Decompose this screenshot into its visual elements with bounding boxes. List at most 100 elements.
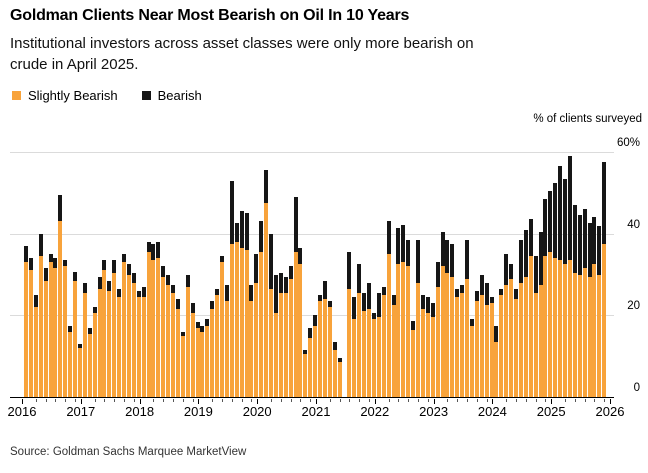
bar-slightly-bearish-2017-6 [107,290,112,397]
bar-slightly-bearish-2024-3 [504,284,509,397]
bar-slightly-bearish-2018-5 [161,276,166,397]
bar-bearish-2020-8 [293,196,298,252]
bar-bearish-2019-3 [210,301,215,310]
bar-bearish-2024-1 [494,325,499,342]
bar-bearish-2017-4 [97,276,102,289]
bar-slightly-bearish-2022-5 [396,264,401,397]
bar-slightly-bearish-2025-3 [563,264,567,397]
bar-slightly-bearish-2025-8 [587,276,592,397]
bar-slightly-bearish-2023-3 [445,272,450,397]
bar-slightly-bearish-2020-11 [308,337,313,397]
bar-bearish-2019-9 [239,211,244,248]
bar-bearish-2025-8 [587,223,592,277]
x-axis-minor-tick [241,398,243,402]
x-axis-minor-tick [231,398,233,402]
bar-slightly-bearish-2019-10 [244,250,249,397]
bar-slightly-bearish-2023-9 [474,301,479,397]
bar-bearish-2017-6 [107,280,112,291]
gridline-60 [10,152,614,153]
bar-bearish-2022-8 [411,321,416,330]
bar-slightly-bearish-2016-10 [68,331,73,397]
bar-slightly-bearish-2025-7 [582,268,587,397]
x-axis-minor-tick [447,398,449,402]
bar-bearish-2018-6 [166,274,171,285]
bar-slightly-bearish-2021-8 [352,319,357,397]
bar-slightly-bearish-2024-4 [509,278,514,397]
bar-slightly-bearish-2024-9 [533,292,538,397]
bar-slightly-bearish-2017-3 [92,313,97,397]
bar-slightly-bearish-2025-6 [577,274,582,397]
x-axis-year-tick-2021 [316,398,317,404]
bar-bearish-2021-3 [327,301,332,308]
bar-slightly-bearish-2022-8 [411,329,416,397]
bar-bearish-2021-8 [352,296,357,320]
bar-slightly-bearish-2019-6 [224,301,229,397]
bar-bearish-2016-3 [33,294,38,308]
bar-bearish-2025-9 [592,217,597,265]
x-axis-minor-tick [418,398,419,402]
bar-slightly-bearish-2017-8 [117,297,122,397]
bar-bearish-2021-1 [318,294,322,301]
x-axis-year-tick-2018 [139,398,141,404]
bar-bearish-2018-4 [156,241,161,259]
slightly-bearish-swatch-icon [12,91,21,100]
bar-bearish-2023-2 [440,231,445,267]
legend-item-slightly-bearish: Slightly Bearish [12,88,118,103]
bar-slightly-bearish-2023-11 [484,305,489,397]
chart-title: Goldman Clients Near Most Bearish on Oil… [10,7,410,24]
bar-slightly-bearish-2022-4 [391,305,396,397]
bar-bearish-2025-5 [572,205,577,273]
bar-bearish-2020-3 [269,233,273,289]
y-axis-unit-label: % of clients surveyed [533,113,642,125]
x-axis-year-label-2021: 2021 [301,404,331,419]
bar-slightly-bearish-2023-12 [489,303,494,397]
bar-slightly-bearish-2025-4 [567,260,572,397]
x-axis-minor-tick [280,398,282,402]
bar-slightly-bearish-2024-7 [523,276,528,397]
x-axis-minor-tick [604,398,606,402]
bar-slightly-bearish-2017-9 [122,262,126,397]
x-axis-minor-tick [516,398,517,402]
x-axis-minor-tick [398,398,400,402]
bar-bearish-2018-10 [185,274,190,287]
bar-bearish-2020-1 [259,221,264,252]
bar-bearish-2018-7 [171,284,175,293]
bar-bearish-2025-3 [563,178,567,265]
bar-slightly-bearish-2023-6 [460,292,465,397]
x-axis-year-label-2018: 2018 [125,404,155,419]
bar-bearish-2020-9 [298,248,303,265]
bar-slightly-bearish-2019-11 [249,301,254,397]
x-axis-year-tick-2017 [80,398,82,404]
bar-slightly-bearish-2016-3 [33,307,38,397]
bar-bearish-2024-10 [538,231,543,285]
bar-slightly-bearish-2023-8 [469,325,474,397]
x-axis-minor-tick [192,398,194,402]
bar-bearish-2024-9 [533,256,538,293]
bar-slightly-bearish-2021-5 [337,362,342,397]
bar-bearish-2020-12 [313,315,318,326]
bar-slightly-bearish-2022-12 [430,317,435,397]
bar-slightly-bearish-2022-2 [381,294,386,397]
bar-bearish-2017-5 [102,260,107,271]
bar-bearish-2023-3 [445,239,450,273]
bar-slightly-bearish-2020-8 [293,252,298,397]
bar-bearish-2022-5 [396,227,401,265]
bar-bearish-2021-5 [337,358,342,363]
bar-bearish-2018-11 [190,303,195,314]
x-axis-minor-tick [329,398,331,402]
x-axis-minor-tick [594,398,596,402]
bar-bearish-2016-9 [63,260,68,267]
bar-bearish-2024-5 [514,288,518,299]
bar-slightly-bearish-2024-12 [548,252,553,397]
bar-bearish-2016-12 [77,343,82,348]
bar-slightly-bearish-2023-4 [450,276,455,397]
bar-bearish-2018-8 [175,299,180,310]
x-axis-minor-tick [271,398,272,402]
bar-slightly-bearish-2022-10 [420,309,425,397]
bar-slightly-bearish-2019-2 [205,325,210,397]
bar-slightly-bearish-2024-8 [528,256,533,397]
x-axis-minor-tick [310,398,312,402]
bar-bearish-2020-7 [288,266,293,279]
bar-bearish-2018-1 [141,286,146,297]
